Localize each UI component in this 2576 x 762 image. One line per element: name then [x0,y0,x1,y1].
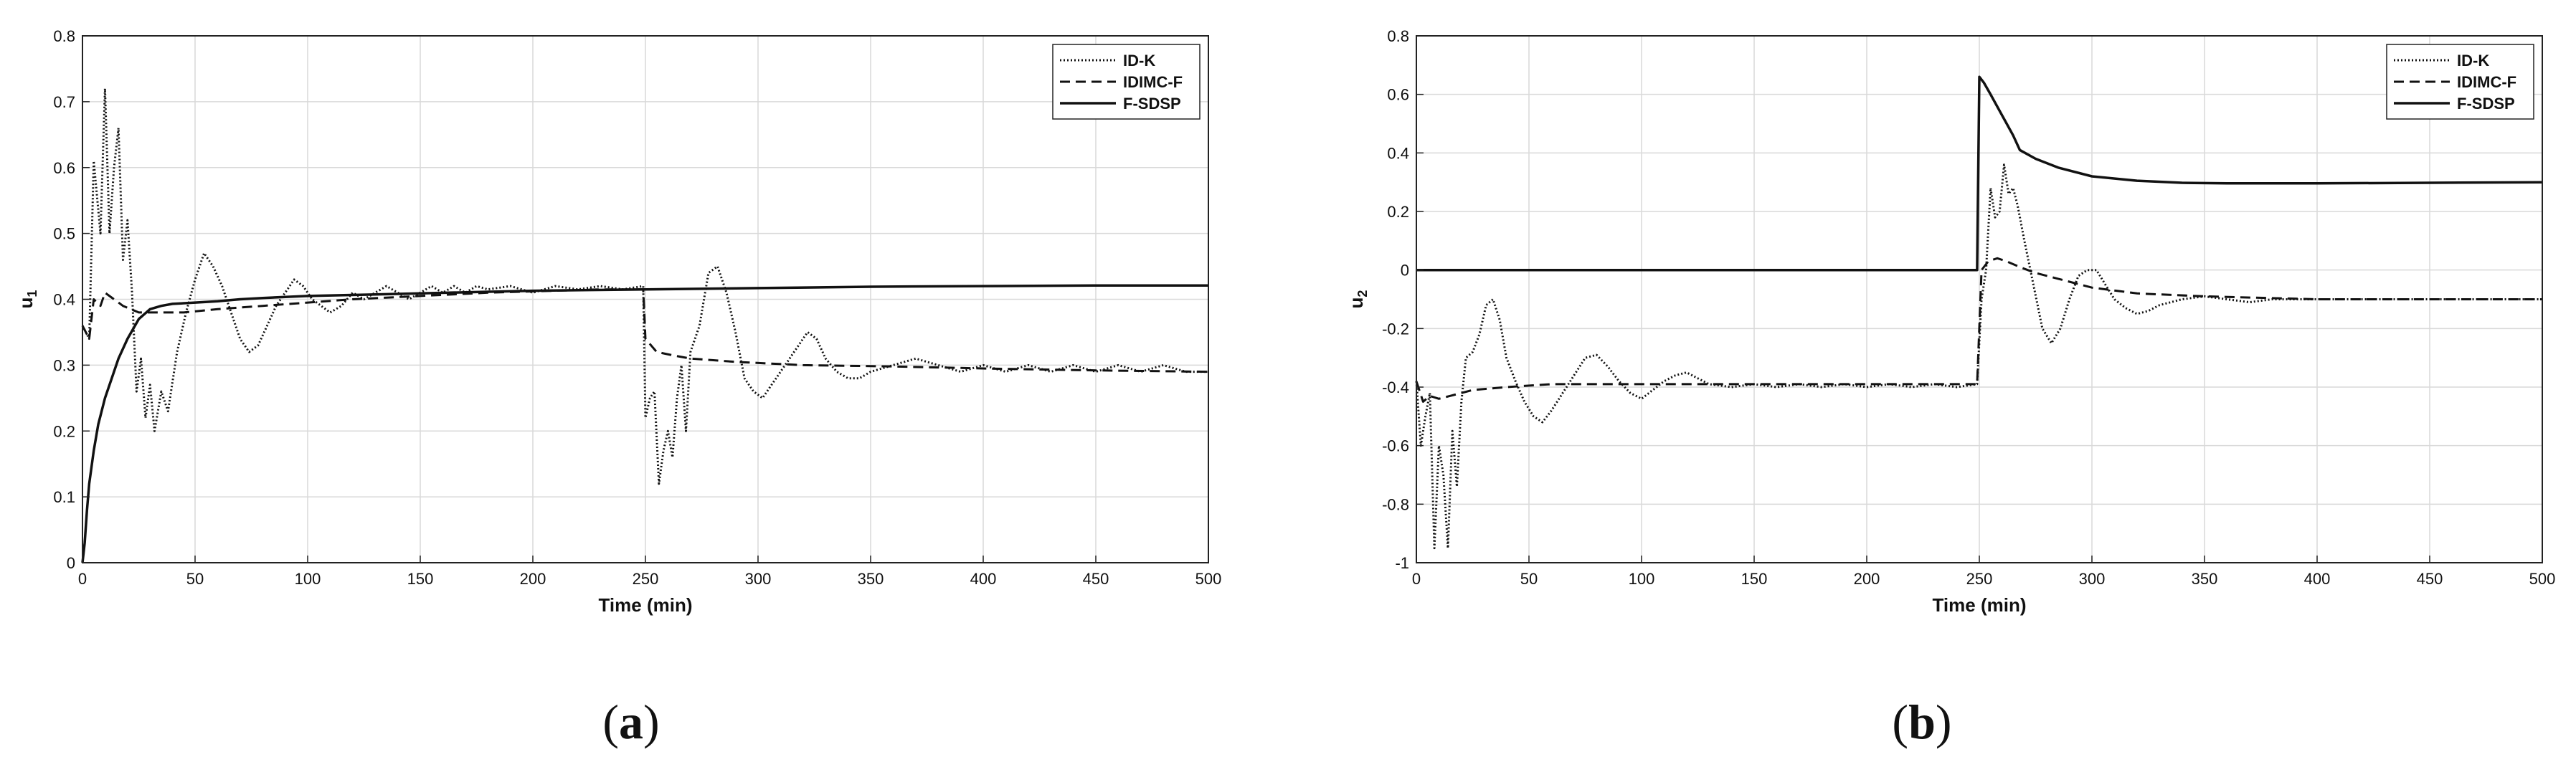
series-line-f-sdsp [1416,75,2543,272]
x-tick-label: 0 [78,570,87,588]
plot-area [1415,75,2543,550]
x-tick-label: 500 [2529,570,2556,588]
legend-label: IDIMC-F [1123,73,1183,91]
x-tick-label: 50 [1520,570,1538,588]
y-axis-label: u2 [1345,290,1370,309]
y-axis-label-subscript: 1 [25,290,39,297]
y-tick-label: -0.4 [1382,378,1409,396]
x-tick-label: 500 [1195,570,1222,588]
x-tick-label: 50 [186,570,204,588]
x-tick-label: 350 [2192,570,2218,588]
x-tick-label: 200 [1854,570,1880,588]
x-tick-label: 350 [858,570,884,588]
x-ticks: 0 50 100 150 200 250 300 350 400 450 500 [78,556,1221,588]
y-tick-label: -0.8 [1382,495,1409,513]
x-tick-label: 150 [407,570,434,588]
plot-area [81,87,1209,563]
x-axis-label: Time (min) [599,594,693,616]
x-tick-label: 100 [1629,570,1655,588]
y-tick-label: 0.1 [53,488,75,506]
y-tick-label: 0.6 [53,159,75,177]
legend: ID-K IDIMC-F F-SDSP [2386,44,2534,120]
series-line-idimc-f [81,288,1209,373]
x-tick-label: 250 [1966,570,1993,588]
y-tick-label: -1 [1395,554,1409,572]
x-axis-label: Time (min) [1933,594,2027,616]
y-tick-label: 0.6 [1387,86,1409,104]
y-tick-label: 0.4 [1387,144,1409,162]
x-tick-label: 450 [1083,570,1109,588]
legend-items: ID-K IDIMC-F F-SDSP [1060,52,1183,113]
y-tick-label: 0.7 [53,93,75,111]
x-tick-label: 0 [1412,570,1421,588]
series-line-f-sdsp [81,284,1208,563]
panel-caption: (a) [602,695,659,749]
y-tick-label: -0.6 [1382,437,1409,455]
legend-items: ID-K IDIMC-F F-SDSP [2394,52,2516,113]
caption-letter: a [619,695,643,749]
x-tick-label: 100 [295,570,321,588]
series-line-id-k [81,87,1208,485]
y-tick-label: 0 [1401,262,1409,280]
y-axis-label: u1 [15,290,39,309]
caption-open-paren: ( [602,695,619,749]
x-tick-label: 400 [970,570,997,588]
caption-close-paren: ) [1936,695,1952,749]
y-tick-label: 0.2 [1387,203,1409,221]
y-tick-label: 0.5 [53,225,75,243]
x-tick-label: 300 [2079,570,2106,588]
y-ticks: 0 0.1 0.2 0.3 0.4 0.5 0.6 0.7 0.8 [53,27,90,572]
chart-panel-a: 0 50 100 150 200 250 300 350 400 450 500 0 0.1 0.2 0.… [15,27,1221,749]
caption-letter: b [1908,695,1936,749]
y-tick-label: -0.2 [1382,320,1409,338]
x-tick-label: 150 [1741,570,1768,588]
caption-close-paren: ) [643,695,660,749]
y-tick-label: 0 [67,554,75,572]
x-ticks: 0 50 100 150 200 250 300 350 400 450 500 [1412,556,2555,588]
x-tick-label: 250 [633,570,659,588]
y-axis-label-subscript: 2 [1355,290,1370,297]
x-tick-label: 200 [520,570,546,588]
y-axis-label-main: u [15,297,37,309]
x-tick-label: 400 [2304,570,2331,588]
y-tick-label: 0.4 [53,291,75,309]
y-tick-label: 0.8 [53,27,75,45]
legend: ID-K IDIMC-F F-SDSP [1052,44,1201,120]
legend-label: F-SDSP [1123,95,1181,113]
series-line-idimc-f [1415,257,2542,403]
panel-caption: (b) [1892,695,1951,749]
caption-open-paren: ( [1892,695,1908,749]
legend-label: F-SDSP [2457,95,2515,113]
x-tick-label: 450 [2417,570,2443,588]
legend-label: IDIMC-F [2457,73,2516,91]
legend-label: ID-K [1123,52,1155,70]
y-axis-label-main: u [1345,297,1367,309]
x-tick-label: 300 [745,570,772,588]
legend-label: ID-K [2457,52,2489,70]
y-tick-label: 0.2 [53,422,75,440]
y-tick-label: 0.8 [1387,27,1409,45]
y-tick-label: 0.3 [53,356,75,374]
chart-panel-b: 0 50 100 150 200 250 300 350 400 450 500 -1 -0.8 -0.… [1345,27,2555,749]
y-ticks: -1 -0.8 -0.6 -0.4 -0.2 0 0.2 0.4 0.6 0.8 [1382,27,1424,572]
